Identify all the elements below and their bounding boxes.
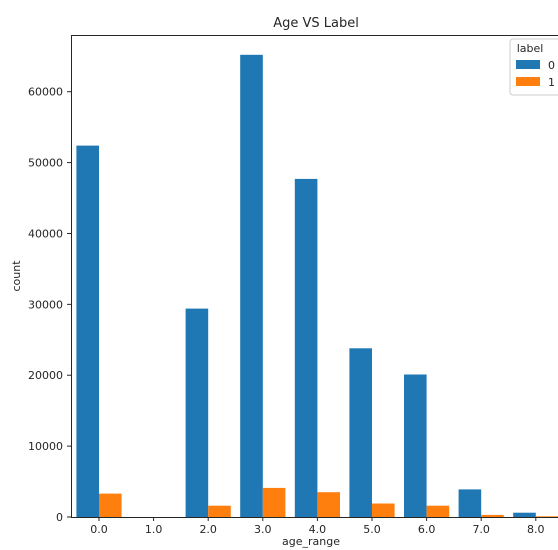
x-tick-label: 3.0 (254, 523, 272, 536)
x-axis-label: age_range (282, 535, 340, 548)
x-tick-label: 0.0 (90, 523, 108, 536)
y-tick-label: 20000 (28, 369, 63, 382)
bar-8.0-label-0 (513, 512, 536, 517)
y-tick-label: 60000 (28, 86, 63, 99)
bar-2.0-label-0 (185, 308, 209, 517)
legend-label-1: 1 (548, 76, 555, 89)
x-tick-label: 7.0 (472, 523, 490, 536)
x-tick-label: 5.0 (363, 523, 381, 536)
y-tick-label: 30000 (28, 298, 63, 311)
legend-swatch-0 (516, 60, 540, 69)
bar-0.0-label-1 (99, 493, 122, 517)
bar-3.0-label-1 (262, 487, 286, 517)
legend-label-0: 0 (548, 59, 555, 72)
y-axis-label: count (10, 260, 23, 292)
bar-7.0-label-0 (458, 489, 482, 517)
legend: label 0 1 (509, 38, 558, 96)
bar-7.0-label-1 (481, 514, 504, 517)
bar-4.0-label-1 (317, 492, 340, 517)
x-tick-label: 6.0 (418, 523, 436, 536)
bar-4.0-label-0 (294, 178, 318, 517)
legend-swatch-1 (516, 77, 540, 86)
bar-0.0-label-0 (76, 145, 99, 517)
x-tick-label: 2.0 (199, 523, 217, 536)
bar-5.0-label-0 (349, 348, 372, 517)
bar-6.0-label-0 (404, 374, 427, 517)
y-tick-label: 10000 (28, 440, 63, 453)
y-tick-label: 40000 (28, 227, 63, 240)
legend-title: label (517, 42, 544, 55)
x-axis: 0.0 1.0 2.0 3.0 4.0 5.0 6.0 7.0 8.0 (90, 517, 545, 536)
bar-5.0-label-1 (372, 503, 395, 517)
x-tick-label: 4.0 (309, 523, 327, 536)
bar-6.0-label-1 (426, 505, 450, 517)
bar-2.0-label-1 (208, 505, 231, 517)
y-tick-label: 50000 (28, 157, 63, 170)
x-tick-label: 1.0 (145, 523, 163, 536)
y-tick-label: 0 (56, 511, 63, 524)
x-tick-label: 8.0 (527, 523, 545, 536)
bar-3.0-label-0 (240, 54, 263, 518)
chart-title: Age VS Label (273, 16, 359, 31)
bar-8.0-label-1 (535, 516, 558, 517)
bars-group (76, 54, 558, 518)
y-axis: 0 10000 20000 30000 40000 50000 60000 (28, 86, 71, 524)
